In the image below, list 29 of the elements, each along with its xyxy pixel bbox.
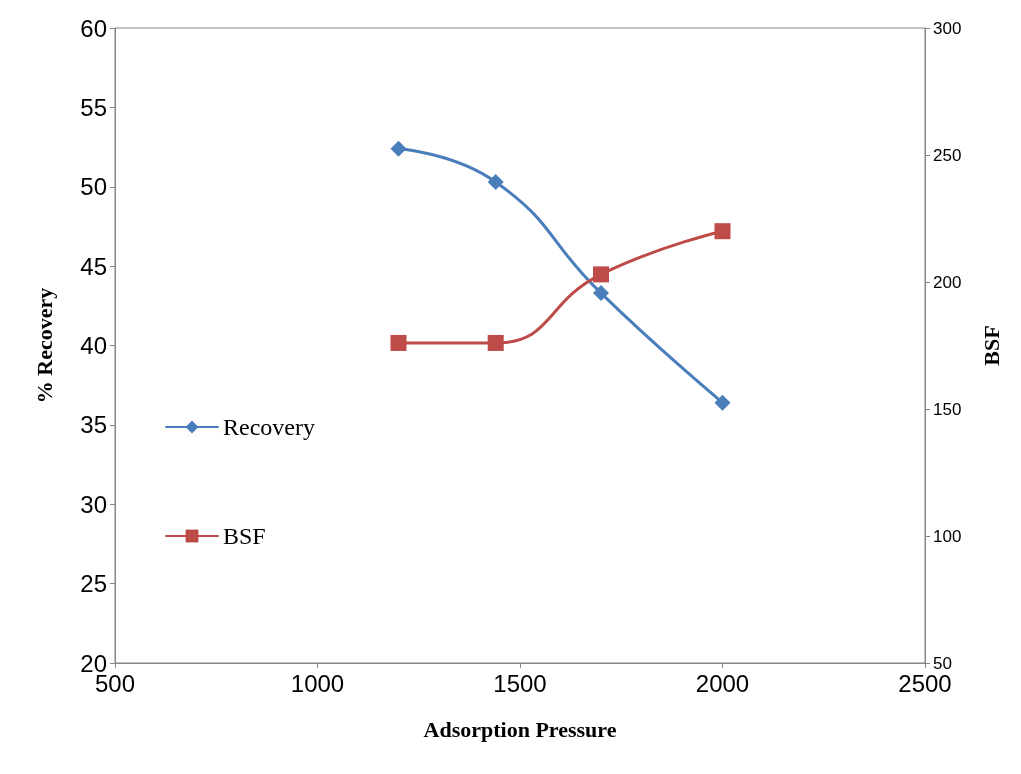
y-tick-label: 60 xyxy=(80,14,107,42)
point xyxy=(390,140,407,157)
x-tick-label: 1000 xyxy=(290,669,345,697)
x-tick-label: 1500 xyxy=(493,669,547,697)
y-tick-label: 30 xyxy=(80,490,107,518)
y2-tick-label: 100 xyxy=(933,526,962,546)
point xyxy=(487,334,504,351)
y-tick-label: 55 xyxy=(80,93,107,121)
point xyxy=(714,223,731,240)
y2-tick-label: 250 xyxy=(933,145,962,165)
x-axis-title: Adsorption Pressure xyxy=(423,716,617,742)
y-tick-label: 50 xyxy=(80,173,107,201)
y2-tick-label: 200 xyxy=(933,272,962,292)
point xyxy=(487,173,504,190)
y2-axis-title: BSF xyxy=(978,325,1004,366)
point xyxy=(593,285,609,302)
legend-label: BSF xyxy=(223,523,266,549)
y2-tick-label: 300 xyxy=(933,18,962,38)
y-tick-label: 25 xyxy=(80,570,107,598)
y-tick-label: 35 xyxy=(80,411,107,439)
y-tick-label: 45 xyxy=(80,252,107,280)
legend-label: Recovery xyxy=(223,414,315,440)
point xyxy=(714,394,731,411)
point xyxy=(593,266,609,283)
y2-tick-label: 150 xyxy=(933,399,962,419)
point xyxy=(390,334,407,351)
y-axis-title: % Recovery xyxy=(31,287,57,404)
y-tick-label: 40 xyxy=(80,332,107,359)
x-tick-label: 2000 xyxy=(695,669,750,697)
